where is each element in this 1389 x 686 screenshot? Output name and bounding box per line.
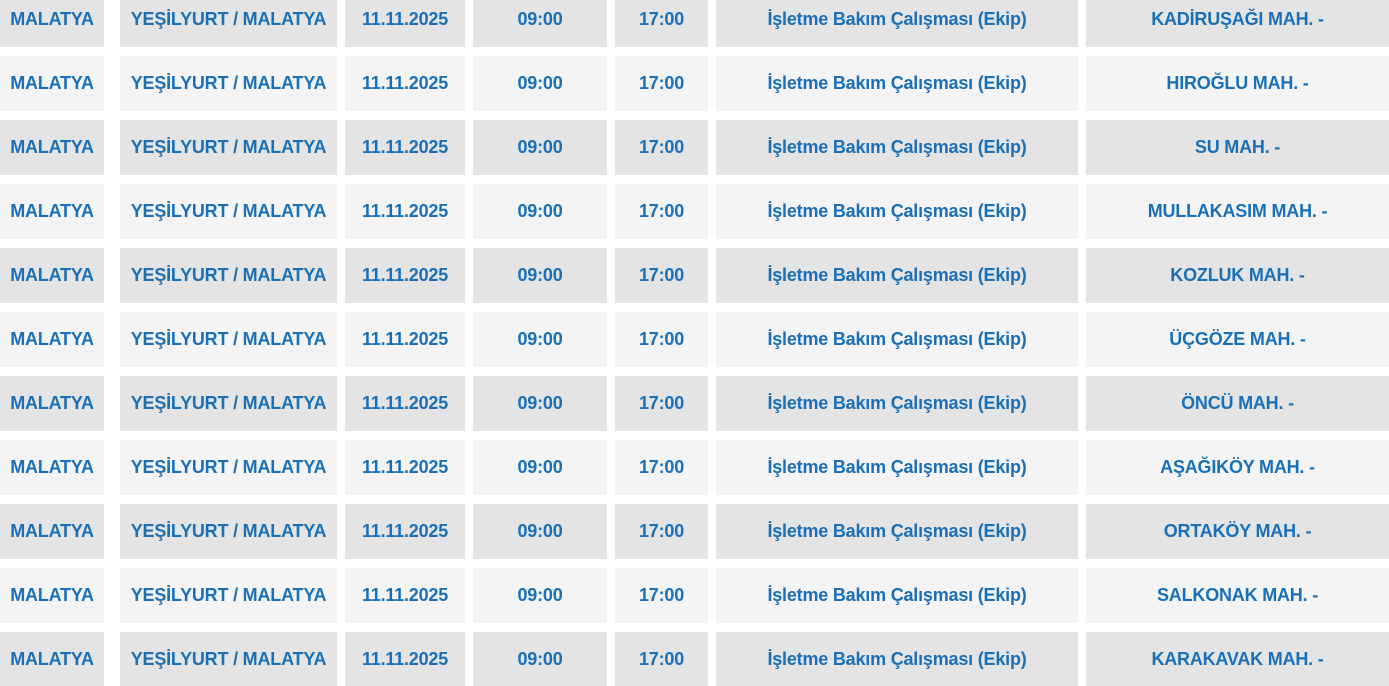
cell-city: MALATYA [0, 184, 120, 248]
cell-date: 11.11.2025 [345, 504, 473, 568]
table-row: MALATYA YEŞİLYURT / MALATYA 11.11.2025 0… [0, 56, 1389, 120]
cell-district: YEŞİLYURT / MALATYA [120, 568, 345, 632]
cell-start-time: 09:00 [473, 0, 615, 56]
cell-district: YEŞİLYURT / MALATYA [120, 632, 345, 686]
cell-end-time: 17:00 [615, 0, 716, 56]
cell-end-time: 17:00 [615, 568, 716, 632]
cell-district: YEŞİLYURT / MALATYA [120, 0, 345, 56]
cell-end-time: 17:00 [615, 120, 716, 184]
cell-end-time: 17:00 [615, 632, 716, 686]
cell-start-time: 09:00 [473, 440, 615, 504]
table-row: MALATYA YEŞİLYURT / MALATYA 11.11.2025 0… [0, 504, 1389, 568]
table-row: MALATYA YEŞİLYURT / MALATYA 11.11.2025 0… [0, 120, 1389, 184]
cell-date: 11.11.2025 [345, 56, 473, 120]
cell-district: YEŞİLYURT / MALATYA [120, 120, 345, 184]
cell-city: MALATYA [0, 504, 120, 568]
cell-city: MALATYA [0, 120, 120, 184]
cell-area: HIROĞLU MAH. - [1086, 56, 1389, 120]
cell-end-time: 17:00 [615, 56, 716, 120]
cell-end-time: 17:00 [615, 184, 716, 248]
cell-reason: İşletme Bakım Çalışması (Ekip) [716, 632, 1086, 686]
cell-date: 11.11.2025 [345, 568, 473, 632]
cell-reason: İşletme Bakım Çalışması (Ekip) [716, 440, 1086, 504]
cell-date: 11.11.2025 [345, 184, 473, 248]
cell-reason: İşletme Bakım Çalışması (Ekip) [716, 568, 1086, 632]
cell-reason: İşletme Bakım Çalışması (Ekip) [716, 120, 1086, 184]
cell-area: ÖNCÜ MAH. - [1086, 376, 1389, 440]
cell-district: YEŞİLYURT / MALATYA [120, 440, 345, 504]
cell-reason: İşletme Bakım Çalışması (Ekip) [716, 56, 1086, 120]
table-row: MALATYA YEŞİLYURT / MALATYA 11.11.2025 0… [0, 568, 1389, 632]
cell-reason: İşletme Bakım Çalışması (Ekip) [716, 376, 1086, 440]
cell-reason: İşletme Bakım Çalışması (Ekip) [716, 184, 1086, 248]
cell-area: SALKONAK MAH. - [1086, 568, 1389, 632]
cell-district: YEŞİLYURT / MALATYA [120, 248, 345, 312]
cell-start-time: 09:00 [473, 120, 615, 184]
table-row: MALATYA YEŞİLYURT / MALATYA 11.11.2025 0… [0, 440, 1389, 504]
cell-start-time: 09:00 [473, 184, 615, 248]
cell-end-time: 17:00 [615, 248, 716, 312]
table-row: MALATYA YEŞİLYURT / MALATYA 11.11.2025 0… [0, 376, 1389, 440]
table-row: MALATYA YEŞİLYURT / MALATYA 11.11.2025 0… [0, 632, 1389, 686]
cell-start-time: 09:00 [473, 56, 615, 120]
cell-district: YEŞİLYURT / MALATYA [120, 312, 345, 376]
cell-date: 11.11.2025 [345, 120, 473, 184]
cell-end-time: 17:00 [615, 312, 716, 376]
cell-district: YEŞİLYURT / MALATYA [120, 376, 345, 440]
cell-city: MALATYA [0, 632, 120, 686]
cell-date: 11.11.2025 [345, 0, 473, 56]
cell-area: KOZLUK MAH. - [1086, 248, 1389, 312]
cell-city: MALATYA [0, 312, 120, 376]
cell-date: 11.11.2025 [345, 632, 473, 686]
cell-city: MALATYA [0, 248, 120, 312]
cell-date: 11.11.2025 [345, 312, 473, 376]
cell-area: AŞAĞIKÖY MAH. - [1086, 440, 1389, 504]
cell-reason: İşletme Bakım Çalışması (Ekip) [716, 312, 1086, 376]
table-row: MALATYA YEŞİLYURT / MALATYA 11.11.2025 0… [0, 312, 1389, 376]
table-row: MALATYA YEŞİLYURT / MALATYA 11.11.2025 0… [0, 0, 1389, 56]
cell-area: SU MAH. - [1086, 120, 1389, 184]
cell-reason: İşletme Bakım Çalışması (Ekip) [716, 248, 1086, 312]
cell-area: ÜÇGÖZE MAH. - [1086, 312, 1389, 376]
cell-area: KADİRUŞAĞI MAH. - [1086, 0, 1389, 56]
cell-end-time: 17:00 [615, 504, 716, 568]
table-row: MALATYA YEŞİLYURT / MALATYA 11.11.2025 0… [0, 184, 1389, 248]
cell-district: YEŞİLYURT / MALATYA [120, 504, 345, 568]
cell-date: 11.11.2025 [345, 376, 473, 440]
cell-district: YEŞİLYURT / MALATYA [120, 56, 345, 120]
cell-area: ORTAKÖY MAH. - [1086, 504, 1389, 568]
cell-start-time: 09:00 [473, 312, 615, 376]
cell-start-time: 09:00 [473, 376, 615, 440]
cell-start-time: 09:00 [473, 632, 615, 686]
cell-date: 11.11.2025 [345, 440, 473, 504]
cell-city: MALATYA [0, 56, 120, 120]
cell-reason: İşletme Bakım Çalışması (Ekip) [716, 504, 1086, 568]
cell-end-time: 17:00 [615, 376, 716, 440]
cell-end-time: 17:00 [615, 440, 716, 504]
cell-start-time: 09:00 [473, 248, 615, 312]
cell-start-time: 09:00 [473, 504, 615, 568]
cell-district: YEŞİLYURT / MALATYA [120, 184, 345, 248]
cell-area: KARAKAVAK MAH. - [1086, 632, 1389, 686]
cell-city: MALATYA [0, 440, 120, 504]
cell-city: MALATYA [0, 376, 120, 440]
cell-city: MALATYA [0, 0, 120, 56]
cell-start-time: 09:00 [473, 568, 615, 632]
cell-date: 11.11.2025 [345, 248, 473, 312]
table-row: MALATYA YEŞİLYURT / MALATYA 11.11.2025 0… [0, 248, 1389, 312]
cell-area: MULLAKASIM MAH. - [1086, 184, 1389, 248]
cell-reason: İşletme Bakım Çalışması (Ekip) [716, 0, 1086, 56]
cell-city: MALATYA [0, 568, 120, 632]
